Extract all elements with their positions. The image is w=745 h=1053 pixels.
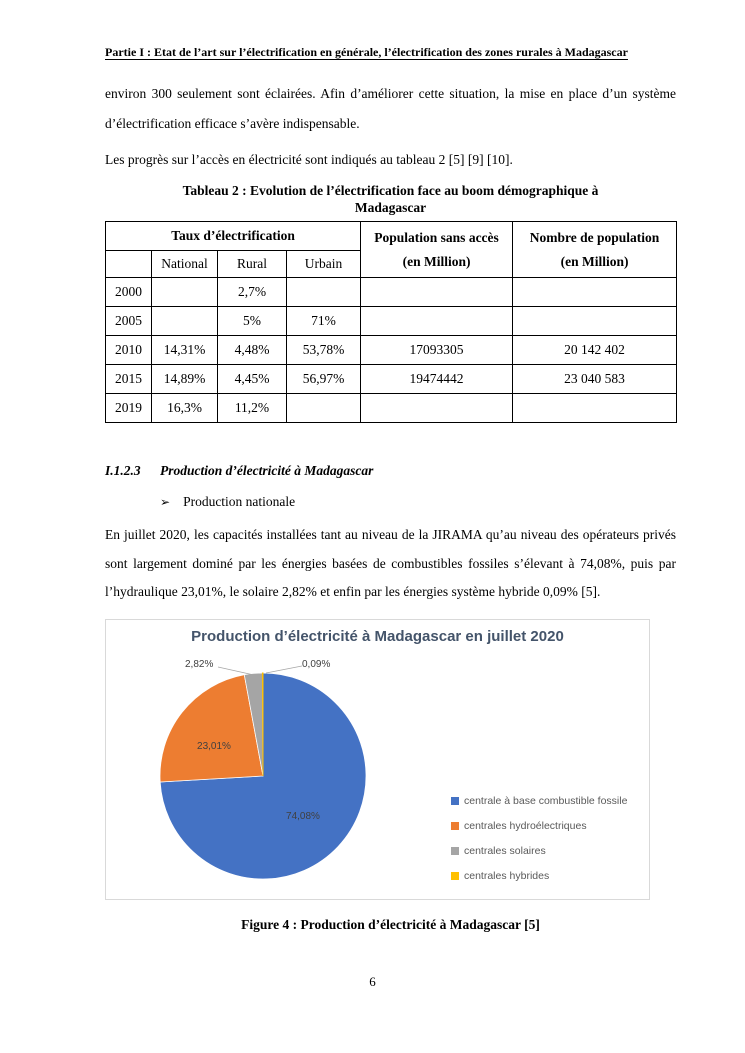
table-cell-rural: 4,48%: [217, 335, 287, 365]
running-header: Partie I : Etat de l’art sur l’électrifi…: [105, 45, 628, 59]
section-title: Production d’électricité à Madagascar: [160, 463, 374, 478]
legend-label: centrales solaires: [464, 845, 546, 857]
table-cell-year: 2015: [105, 364, 152, 394]
legend-item-3: centrales hybrides: [451, 870, 627, 883]
header-line: Nombre de population: [529, 230, 660, 245]
data-label-fossile: 74,08%: [286, 810, 320, 822]
table-cell-national: 14,89%: [151, 364, 218, 394]
table-cell-year: 2005: [105, 306, 152, 336]
table-title-line2: Madagascar: [354, 200, 427, 215]
table-cell-rural: 5%: [217, 306, 287, 336]
table-cell-rural: 11,2%: [217, 393, 287, 423]
table-cell-urbain: [285, 277, 362, 307]
legend-swatch-icon: [451, 872, 459, 880]
legend-swatch-icon: [451, 822, 459, 830]
table-cell-urbain: 71%: [285, 306, 362, 336]
data-label-hybride: 0,09%: [302, 658, 331, 670]
legend-item-1: centrales hydroélectriques: [451, 820, 627, 833]
legend-swatch-icon: [451, 847, 459, 855]
bullet-line: ➢ Production nationale: [105, 493, 676, 511]
data-label-solaire: 2,82%: [185, 658, 214, 670]
table-cell-urbain: [285, 393, 362, 423]
paragraph-progres: Les progrès sur l’accès en électricité s…: [105, 152, 513, 167]
legend-label: centrale à base combustible fossile: [464, 795, 628, 807]
table-header-year: [105, 250, 152, 278]
table-cell-national: 14,31%: [151, 335, 218, 365]
pie-chart: [159, 665, 367, 879]
table-cell-urbain: 56,97%: [285, 364, 362, 394]
table-cell-nombre_pop: [512, 277, 678, 307]
table-cell-rural: 2,7%: [217, 277, 287, 307]
table-cell-nombre_pop: 23 040 583: [512, 364, 678, 394]
table-cell-nombre_pop: [512, 393, 678, 423]
table-cell-pop_sans_acces: [360, 306, 514, 336]
table-cell-pop_sans_acces: 19474442: [360, 364, 514, 394]
data-label-hydro: 23,01%: [197, 740, 231, 752]
paragraph-production: En juillet 2020, les capacités installée…: [105, 527, 676, 599]
table-header-rural: Rural: [217, 250, 287, 278]
table-title-line1: Tableau 2 : Evolution de l’électrificati…: [182, 183, 599, 198]
table-cell-rural: 4,45%: [217, 364, 287, 394]
table-body: 2000 2,7% 2005 5% 71% 2010 14,31% 4,48% 53,78% 17…: [105, 277, 678, 423]
table-header-nombre-pop: Nombre de population (en Million): [512, 221, 678, 278]
legend-label: centrales hybrides: [464, 870, 550, 882]
legend-item-2: centrales solaires: [451, 845, 627, 858]
table-cell-year: 2019: [105, 393, 152, 423]
header-line: (en Million): [560, 254, 629, 269]
table-cell-national: 16,3%: [151, 393, 218, 423]
pie-slice-1: [159, 673, 264, 782]
table-row: 2019 16,3% 11,2%: [105, 393, 678, 423]
section-number: I.1.2.3: [105, 463, 141, 478]
arrow-bullet-icon: ➢: [160, 495, 171, 509]
section-heading: I.1.2.3 Production d’électricité à Madag…: [105, 462, 676, 480]
header-line: (en Million): [402, 254, 471, 269]
page-content: Partie I : Etat de l’art sur l’électrifi…: [104, 44, 678, 933]
table-header-national: National: [151, 250, 218, 278]
legend-item-0: centrale à base combustible fossile: [451, 795, 627, 808]
leader-line-1: [265, 665, 303, 673]
figure-caption: Figure 4 : Production d’électricité à Ma…: [241, 916, 540, 932]
pie-slice-3: [261, 671, 264, 776]
table-cell-urbain: 53,78%: [285, 335, 362, 365]
table-row: 2015 14,89% 4,45% 56,97% 19474442 23 040 583: [105, 364, 678, 394]
table-cell-nombre_pop: 20 142 402: [512, 335, 678, 365]
legend-swatch-icon: [451, 797, 459, 805]
electrification-table: Taux d’électrification Population sans a…: [104, 221, 678, 423]
table-cell-nombre_pop: [512, 306, 678, 336]
table-cell-pop_sans_acces: [360, 393, 514, 423]
table-cell-pop_sans_acces: 17093305: [360, 335, 514, 365]
page-number: 6: [369, 974, 376, 989]
table-title: Tableau 2 : Evolution de l’électrificati…: [105, 182, 676, 216]
header-line: Population sans accès: [374, 230, 499, 245]
bullet-text: Production nationale: [183, 494, 296, 509]
legend-label: centrales hydroélectriques: [464, 820, 587, 832]
table-cell-national: [151, 277, 218, 307]
table-cell-year: 2010: [105, 335, 152, 365]
pie-chart-frame: Production d’électricité à Madagascar en…: [105, 618, 650, 900]
paragraph-intro: environ 300 seulement sont éclairées. Af…: [105, 86, 676, 131]
table-cell-national: [151, 306, 218, 336]
table-row: 2005 5% 71%: [105, 306, 678, 336]
table-cell-pop_sans_acces: [360, 277, 514, 307]
table-header-urbain: Urbain: [285, 250, 362, 278]
table-header-taux: Taux d’électrification: [104, 221, 362, 251]
table-cell-year: 2000: [105, 277, 152, 307]
chart-legend: centrale à base combustible fossile centr…: [451, 795, 627, 895]
chart-title: Production d’électricité à Madagascar en…: [191, 627, 564, 645]
table-header-pop-sans-acces: Population sans accès (en Million): [360, 221, 514, 278]
table-row: 2010 14,31% 4,48% 53,78% 17093305 20 142 402: [105, 335, 678, 365]
table-row: 2000 2,7%: [105, 277, 678, 307]
leader-line-0: [217, 666, 255, 675]
